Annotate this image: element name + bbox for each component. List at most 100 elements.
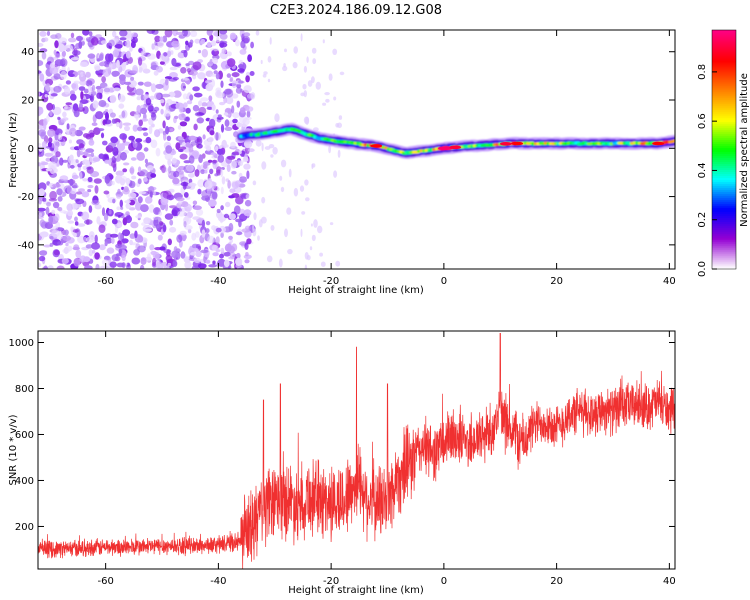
- heatmap-speckle: [231, 170, 237, 175]
- heatmap-speckle: [287, 248, 293, 255]
- heatmap-speckle: [44, 94, 48, 98]
- heatmap-ytick-label: 20: [21, 96, 34, 107]
- heatmap-ylabel: Frequency (Hz): [8, 112, 19, 188]
- heatmap-speckle: [128, 79, 137, 88]
- heatmap-speckle: [56, 265, 65, 269]
- heatmap-speckle: [172, 76, 179, 81]
- heatmap-speckle: [239, 107, 246, 114]
- heatmap-speckle: [212, 252, 219, 257]
- heatmap-speckle: [132, 141, 138, 149]
- heatmap-speckle: [71, 50, 81, 56]
- heatmap-speckle: [260, 59, 263, 65]
- heatmap-speckle: [79, 61, 88, 67]
- heatmap-speckle: [75, 198, 85, 205]
- heatmap-speckle: [215, 132, 219, 141]
- heatmap-speckle: [155, 147, 161, 157]
- colorbar-step: [712, 87, 736, 91]
- heatmap-speckle: [220, 168, 224, 178]
- heatmap-speckle: [39, 231, 49, 238]
- heatmap-speckle: [132, 124, 138, 132]
- heatmap-speckle: [236, 100, 241, 108]
- heatmap-speckle: [187, 172, 195, 178]
- heatmap-speckle: [73, 258, 81, 267]
- heatmap-speckle: [109, 261, 117, 268]
- heatmap-speckle: [243, 32, 251, 37]
- heatmap-speckle: [120, 206, 124, 210]
- heatmap-speckle: [115, 174, 123, 184]
- heatmap-speckle: [116, 143, 126, 152]
- heatmap-speckle: [225, 88, 234, 98]
- colorbar-step: [712, 75, 736, 79]
- heatmap-speckle: [211, 104, 216, 111]
- heatmap-speckle: [137, 81, 144, 86]
- colorbar-step: [712, 153, 736, 157]
- heatmap-speckle: [58, 43, 65, 53]
- heatmap-speckle: [106, 247, 115, 254]
- heatmap-speckle: [103, 190, 110, 195]
- colorbar-step: [712, 195, 736, 198]
- heatmap-speckle: [159, 36, 164, 42]
- snr-xtick-label: -60: [97, 576, 113, 587]
- heatmap-ytick-label: 0: [28, 144, 34, 155]
- heatmap-speckle: [179, 230, 187, 236]
- heatmap-speckle: [111, 237, 115, 244]
- colorbar-step: [712, 161, 736, 165]
- heatmap-speckle: [98, 153, 105, 159]
- heatmap-speckle: [215, 92, 225, 99]
- colorbar-step: [712, 107, 736, 111]
- heatmap-speckle: [178, 113, 187, 121]
- heatmap-speckle: [111, 180, 115, 186]
- heatmap-speckle: [144, 158, 148, 164]
- heatmap-xtick-label: -40: [210, 276, 226, 287]
- heatmap-speckle: [333, 96, 337, 101]
- colorbar-step: [712, 203, 736, 206]
- heatmap-speckle: [128, 180, 136, 189]
- heatmap-speckle: [220, 80, 224, 88]
- heatmap-speckle: [324, 92, 330, 96]
- colorbar-step: [712, 237, 736, 240]
- heatmap-speckle: [154, 92, 162, 100]
- heatmap-speckle: [266, 255, 273, 263]
- heatmap-speckle: [124, 81, 132, 85]
- heatmap-speckle: [138, 191, 147, 195]
- heatmap-speckle: [48, 215, 54, 225]
- colorbar-step: [712, 63, 736, 67]
- heatmap-speckle: [46, 115, 50, 123]
- heatmap-speckle: [216, 208, 221, 214]
- heatmap-speckle: [96, 92, 103, 99]
- heatmap-speckle: [81, 191, 90, 198]
- heatmap-speckle: [70, 32, 75, 38]
- heatmap-speckle: [99, 265, 109, 269]
- heatmap-speckle: [163, 132, 167, 141]
- colorbar-step: [712, 221, 736, 224]
- heatmap-speckle: [175, 102, 184, 110]
- heatmap-speckle: [92, 249, 96, 254]
- heatmap-speckle: [123, 186, 129, 193]
- heatmap-speckle: [105, 53, 111, 62]
- heatmap-speckle: [306, 255, 311, 261]
- heatmap-speckle: [128, 192, 137, 199]
- heatmap-speckle: [206, 42, 212, 48]
- heatmap-speckle: [325, 98, 330, 103]
- heatmap-speckle: [337, 122, 342, 129]
- heatmap-speckle: [91, 84, 96, 92]
- heatmap-speckle: [83, 236, 87, 243]
- heatmap-speckle: [255, 139, 262, 147]
- heatmap-speckle: [75, 191, 83, 195]
- heatmap-speckle: [242, 123, 246, 127]
- heatmap-speckle: [246, 110, 251, 118]
- heatmap-speckle: [165, 265, 170, 269]
- heatmap-speckle: [79, 150, 83, 156]
- heatmap-ytick-label: 40: [21, 47, 34, 58]
- heatmap-speckle: [261, 196, 266, 204]
- heatmap-speckle: [246, 170, 250, 179]
- heatmap-speckle: [243, 37, 249, 44]
- heatmap-speckle: [313, 219, 318, 228]
- heatmap-panel: -60 -40 -20 0 20 40 -40 -20 0 20 40 Height of stra…: [8, 29, 676, 296]
- heatmap-speckle: [88, 139, 95, 146]
- colorbar-step: [712, 235, 736, 238]
- heatmap-speckle: [121, 262, 126, 269]
- heatmap-speckle: [225, 201, 231, 208]
- heatmap-speckle: [204, 169, 208, 174]
- colorbar-step: [712, 205, 736, 208]
